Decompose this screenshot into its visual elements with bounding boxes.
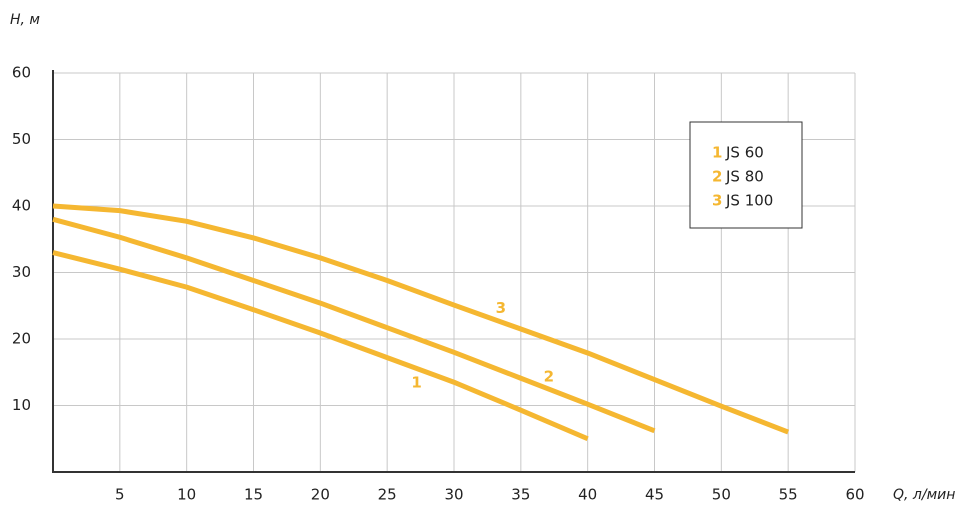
legend: 1 JS 602 JS 803 JS 100 — [689, 121, 803, 229]
series-line — [52, 216, 656, 434]
y-tick-label: 30 — [12, 263, 31, 281]
series-line — [52, 203, 790, 435]
legend-number: 2 — [712, 168, 722, 186]
x-tick-label: 35 — [511, 486, 530, 504]
legend-label: JS 60 — [725, 144, 764, 162]
x-tick-label: 60 — [845, 486, 864, 504]
x-tick-label: 40 — [578, 486, 597, 504]
x-tick-label: 55 — [779, 486, 798, 504]
legend-box — [689, 121, 803, 229]
y-tick-label: 50 — [12, 130, 31, 148]
y-axis-label: H, м — [10, 12, 40, 28]
x-tick-label: 15 — [244, 486, 263, 504]
x-tick-label: 25 — [378, 486, 397, 504]
legend-label: JS 80 — [725, 168, 764, 186]
curve-label: 2 — [544, 367, 554, 385]
y-tick-label: 10 — [12, 396, 31, 414]
y-tick-label: 20 — [12, 330, 31, 348]
curve-label: 1 — [411, 373, 421, 391]
x-tick-label: 30 — [444, 486, 463, 504]
x-tick-label: 5 — [115, 486, 125, 504]
x-tick-label: 45 — [645, 486, 664, 504]
legend-number: 3 — [712, 192, 722, 210]
x-tick-label: 50 — [712, 486, 731, 504]
curve-label: 3 — [496, 299, 506, 317]
legend-label: JS 100 — [725, 192, 773, 210]
x-tick-label: 20 — [311, 486, 330, 504]
y-tick-label: 40 — [12, 197, 31, 215]
x-axis-label: Q, л/мин — [893, 487, 955, 503]
series-line — [52, 250, 589, 442]
legend-number: 1 — [712, 144, 722, 162]
y-tick-label: 60 — [12, 64, 31, 82]
x-tick-label: 10 — [177, 486, 196, 504]
